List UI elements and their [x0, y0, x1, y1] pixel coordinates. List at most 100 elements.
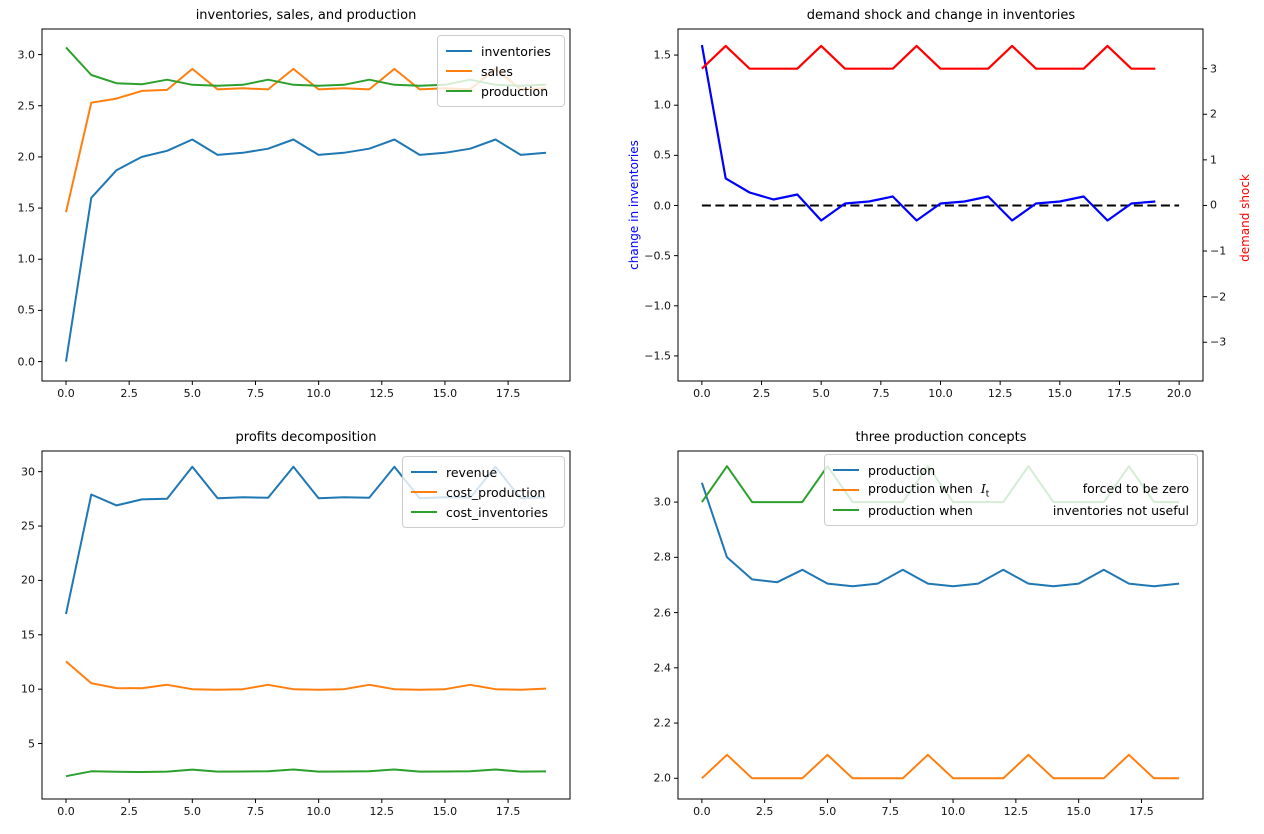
chart-title-three-production-concepts: three production concepts: [855, 430, 1027, 445]
legend-line-sample: [833, 489, 859, 491]
x-tick-label: 7.5: [872, 387, 890, 400]
legend-label-text: production: [481, 83, 549, 99]
chart-title-demand-shock: demand shock and change in inventories: [806, 8, 1076, 23]
legend-label-text: cost_production: [446, 484, 546, 500]
x-tick-label: 10.0: [306, 805, 331, 818]
legend-line-sample: [446, 90, 472, 92]
x-tick-label: 12.5: [987, 387, 1013, 400]
legend-line-sample: [411, 511, 437, 513]
legend-entry-revenue: revenue: [411, 462, 556, 482]
y-right-tick-label: −2: [1210, 290, 1227, 304]
y-tick-label: 0.5: [17, 303, 36, 317]
x-tick-label: 0.0: [693, 387, 711, 400]
x-tick-label: 15.0: [432, 387, 458, 400]
x-tick-label: 10.0: [940, 805, 966, 818]
x-tick-label: 0.0: [57, 387, 75, 400]
x-tick-label: 17.5: [1107, 387, 1132, 400]
x-tick-label: 15.0: [1066, 805, 1091, 818]
legend-label-text: sales: [481, 63, 513, 79]
x-tick-label: 17.5: [495, 387, 521, 400]
legend-entry-production-when-inventories-not-useful: production when inventories not useful: [833, 500, 1189, 520]
axes-frame: [41, 450, 571, 800]
y-tick-label: 0.0: [653, 199, 672, 212]
legend-line-sample: [446, 70, 472, 72]
legend-entry-label: production when inventories not useful: [868, 503, 1189, 518]
axes-frame: [677, 450, 1204, 800]
legend-line-sample: [833, 509, 859, 511]
legend-profits-decomposition: revenue cost_production cost_inventories: [402, 456, 565, 528]
legend-label-text: production when: [868, 502, 973, 518]
x-tick-label: 20.0: [1166, 387, 1192, 400]
x-tick-label: 15.0: [432, 805, 458, 818]
legend-entry-label: cost_inventories: [446, 505, 556, 520]
legend-three-production-concepts: production production when It forced to be…: [824, 454, 1198, 526]
y-right-tick-label: 2: [1210, 107, 1217, 121]
legend-label-text: forced to be zero: [1082, 480, 1189, 496]
x-tick-label: 7.5: [881, 805, 900, 818]
legend-entry-label: sales: [481, 64, 556, 79]
y-right-tick-label: 3: [1210, 62, 1217, 76]
line-inventories: [65, 138, 547, 362]
legend-entry-inventories: inventories: [446, 41, 556, 61]
y-tick-label: −1.5: [644, 349, 671, 363]
line-production: [700, 482, 1180, 588]
chart-title-profits-decomposition: profits decomposition: [235, 430, 377, 445]
y-tick-label: 25: [21, 519, 35, 533]
y-tick-label: 1.0: [653, 98, 672, 112]
legend-line-sample: [833, 469, 859, 471]
y-tick-label: 0.5: [653, 148, 672, 162]
legend-entry-sales: sales: [446, 61, 556, 81]
y-tick-label: 0.0: [17, 355, 36, 369]
y-tick-label: 2.0: [653, 771, 672, 785]
legend-line-sample: [411, 491, 437, 493]
x-tick-label: 12.5: [1003, 805, 1029, 818]
y-right-tick-label: −3: [1210, 335, 1227, 349]
x-tick-label: 17.5: [495, 805, 521, 818]
x-tick-label: 12.5: [369, 805, 395, 818]
x-tick-label: 2.5: [755, 805, 774, 818]
x-tick-label: 5.0: [812, 387, 830, 400]
x-tick-label: 10.0: [306, 387, 331, 400]
legend-inventories-sales-production: inventories sales production: [437, 35, 565, 107]
y-tick-label: 3.0: [653, 495, 672, 509]
y-tick-label: 1.0: [17, 252, 36, 266]
y-tick-label: 20: [21, 573, 35, 587]
x-tick-label: 7.5: [246, 805, 265, 818]
y-tick-label: 2.2: [653, 716, 672, 730]
line-cost-inventories: [65, 768, 547, 778]
y-right-tick-label: −1: [1210, 244, 1227, 258]
x-tick-label: 17.5: [1129, 805, 1154, 818]
legend-label-text: inventories: [481, 43, 551, 59]
legend-label-text: revenue: [446, 464, 498, 480]
legend-entry-cost-production: cost_production: [411, 482, 556, 502]
y-tick-label: 15: [21, 628, 35, 642]
legend-entry-production: production: [833, 460, 1189, 480]
x-tick-label: 5.0: [183, 805, 202, 818]
line-change-in-inventories: [700, 44, 1156, 222]
y-tick-label: −1.0: [644, 299, 671, 313]
y-tick-label: −0.5: [644, 249, 671, 263]
legend-entry-label: revenue: [446, 465, 556, 480]
y-tick-label: 2.5: [17, 99, 36, 113]
y-tick-label: 1.5: [17, 201, 36, 215]
y-tick-label: 5: [28, 737, 35, 751]
x-tick-label: 5.0: [183, 387, 202, 400]
legend-label-text: cost_inventories: [446, 504, 548, 520]
legend-label-text: production: [868, 462, 936, 478]
y-tick-label: 2.4: [653, 661, 672, 675]
chart-title-inventories-sales-production: inventories, sales, and production: [195, 8, 417, 23]
y-right-tick-label: 1: [1210, 153, 1217, 167]
y-right-tick-label: 0: [1210, 198, 1217, 212]
y-tick-label: 30: [21, 465, 35, 479]
y-tick-label: 3.0: [17, 48, 36, 62]
legend-label-text: inventories not useful: [1052, 502, 1189, 518]
x-tick-label: 0.0: [57, 805, 75, 818]
x-tick-label: 10.0: [928, 387, 953, 400]
y-tick-label: 2.0: [17, 150, 36, 164]
legend-entry-label: inventories: [481, 44, 556, 59]
axes-frame: [41, 28, 571, 382]
line-demand-shock: [701, 44, 1156, 70]
x-tick-label: 2.5: [120, 805, 138, 818]
